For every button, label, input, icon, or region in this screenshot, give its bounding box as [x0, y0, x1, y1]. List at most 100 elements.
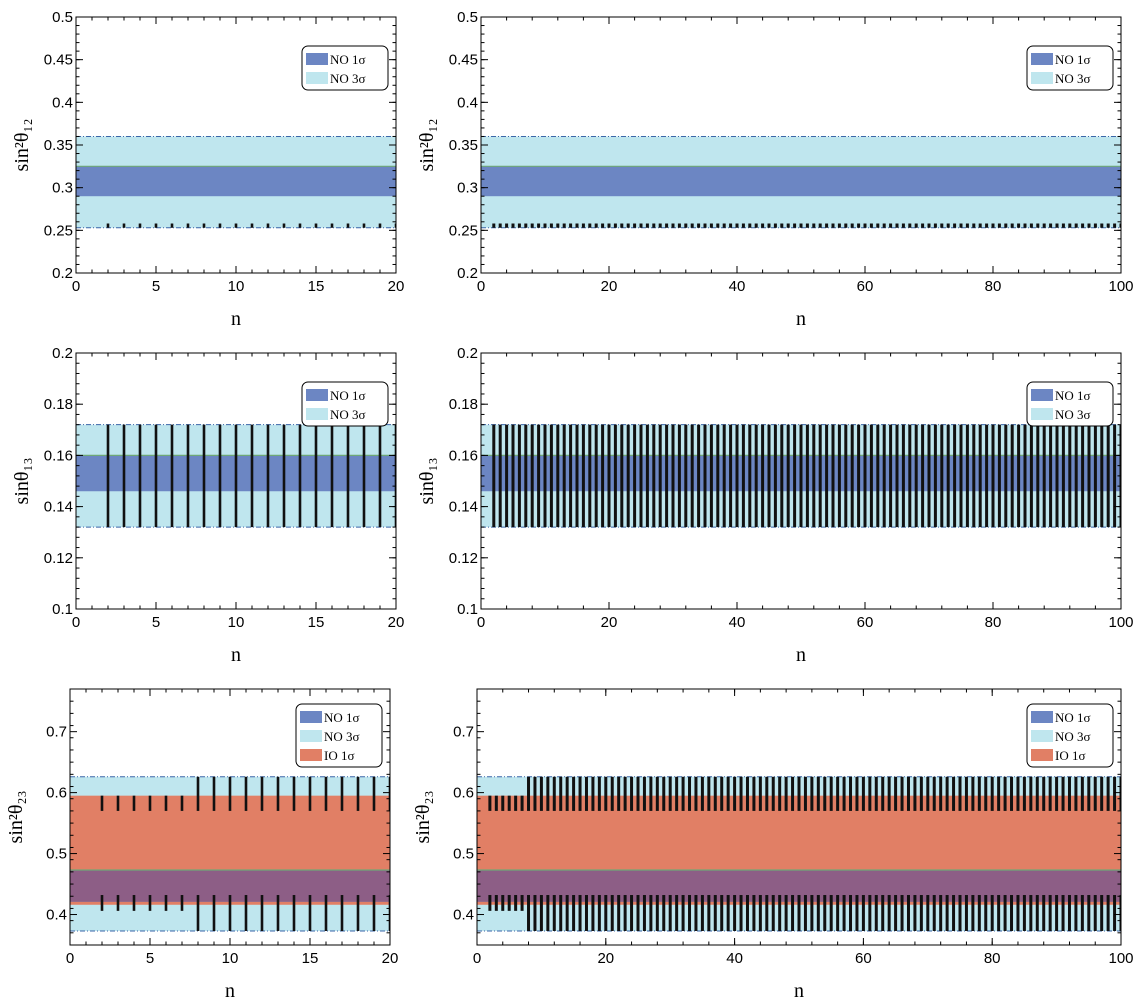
- y-tick-label: 0.45: [44, 52, 73, 69]
- plot-frame: [480, 352, 1122, 610]
- legend-swatch-no1: [1031, 711, 1053, 723]
- x-axis-title: n: [225, 980, 235, 998]
- x-tick-label: 0: [477, 278, 485, 295]
- legend: NO 1σ NO 3σ: [1026, 381, 1114, 427]
- legend-label-no1: NO 1σ: [1055, 52, 1091, 67]
- legend-label-io1: IO 1σ: [1055, 748, 1085, 763]
- legend-swatch-no3: [1031, 72, 1053, 84]
- y-tick-label: 0.5: [457, 9, 478, 26]
- plot-panel-s13-n100: 0 20 40 60 80 100 0.1 0.12 0.14 0.16 0.18 0.2 n sinθ₁…: [416, 345, 1134, 666]
- x-tick-label: 15: [308, 278, 325, 295]
- y-tick-label: 0.18: [449, 396, 478, 413]
- legend-swatch-no1: [300, 711, 322, 723]
- x-tick-label: 60: [855, 950, 872, 967]
- x-axis-title: n: [794, 980, 804, 998]
- y-tick-label: 0.5: [453, 846, 474, 863]
- legend-swatch-no3: [1031, 408, 1053, 420]
- y-tick-label: 0.6: [453, 785, 474, 802]
- y-tick-label: 0.18: [44, 396, 73, 413]
- legend-swatch-io1: [300, 749, 322, 761]
- legend-label-no1: NO 1σ: [330, 388, 366, 403]
- y-tick-label: 0.3: [52, 180, 73, 197]
- plot-frame: [476, 688, 1122, 946]
- y-tick-label: 0.2: [52, 345, 73, 362]
- plot-area: [76, 135, 396, 229]
- y-tick-label: 0.1: [457, 601, 478, 618]
- legend-label-io1: IO 1σ: [324, 748, 354, 763]
- x-tick-label: 15: [302, 950, 319, 967]
- x-tick-label: 0: [72, 614, 80, 631]
- plot-area: [76, 424, 396, 528]
- y-axis-title: sin²θ₂₃: [412, 791, 434, 844]
- y-axis-title: sin²θ₁₂: [11, 119, 33, 172]
- y-tick-label: 0.3: [457, 180, 478, 197]
- legend-swatch-no1: [1031, 53, 1053, 65]
- legend: NO 1σ NO 3σ: [1026, 45, 1114, 91]
- x-tick-label: 0: [473, 950, 481, 967]
- legend-label-no1: NO 1σ: [1055, 710, 1091, 725]
- legend-swatch-no3: [306, 408, 328, 420]
- x-tick-label: 10: [228, 278, 245, 295]
- y-tick-label: 0.2: [457, 265, 478, 282]
- y-tick-label: 0.6: [46, 785, 67, 802]
- legend: NO 1σ NO 3σ: [301, 45, 389, 91]
- y-tick-label: 0.16: [44, 447, 73, 464]
- y-axis-title: sin²θ₂₃: [5, 791, 27, 844]
- plot-area: [477, 776, 1121, 932]
- x-tick-label: 20: [388, 278, 405, 295]
- y-axis-title: sin²θ₁₂: [416, 119, 438, 172]
- plot-panel-s12-n100: 0 20 40 60 80 100 0.2 0.25 0.3 0.35 0.4 0.45 0.5 n sin…: [416, 9, 1134, 330]
- x-tick-label: 100: [1108, 278, 1133, 295]
- x-tick-label: 60: [857, 614, 874, 631]
- legend-label-no3: NO 3σ: [1055, 407, 1091, 422]
- legend: NO 1σ NO 3σ: [301, 381, 389, 427]
- x-tick-label: 80: [985, 278, 1002, 295]
- y-tick-label: 0.7: [46, 724, 67, 741]
- legend: NO 1σ NO 3σ IO 1σ: [1026, 703, 1114, 768]
- y-tick-label: 0.2: [52, 265, 73, 282]
- legend-label-no3: NO 3σ: [1055, 71, 1091, 86]
- x-tick-label: 80: [984, 950, 1001, 967]
- x-tick-label: 0: [66, 950, 74, 967]
- plot-panel-s13-n20: 0 5 10 15 20 0.1 0.12 0.14 0.16 0.18 0.2 n sinθ₁₃ NO …: [11, 345, 404, 666]
- legend-label-no1: NO 1σ: [1055, 388, 1091, 403]
- legend-swatch-no3: [1031, 730, 1053, 742]
- x-tick-label: 15: [308, 614, 325, 631]
- x-tick-label: 80: [985, 614, 1002, 631]
- x-tick-label: 10: [222, 950, 239, 967]
- x-tick-label: 40: [729, 614, 746, 631]
- y-tick-label: 0.4: [46, 907, 67, 924]
- y-tick-label: 0.35: [44, 137, 73, 154]
- y-tick-label: 0.14: [44, 499, 73, 516]
- x-tick-label: 100: [1108, 950, 1133, 967]
- plot-panel-s23-n20: 0 5 10 15 20 0.4 0.5 0.6 0.7 n sin²θ₂₃ NO 1σ NO 3σ IO…: [5, 688, 398, 998]
- x-tick-label: 20: [601, 614, 618, 631]
- y-tick-label: 0.14: [449, 499, 478, 516]
- legend-label-no3: NO 3σ: [330, 407, 366, 422]
- x-tick-label: 20: [388, 614, 405, 631]
- legend-label-no3: NO 3σ: [330, 71, 366, 86]
- plot-area: [481, 424, 1121, 528]
- y-tick-label: 0.1: [52, 601, 73, 618]
- x-tick-label: 100: [1108, 614, 1133, 631]
- x-tick-label: 5: [152, 278, 160, 295]
- y-tick-label: 0.4: [52, 94, 73, 111]
- y-tick-label: 0.12: [44, 550, 73, 567]
- y-tick-label: 0.7: [453, 724, 474, 741]
- plot-area: [70, 776, 390, 932]
- y-tick-label: 0.5: [52, 9, 73, 26]
- legend-label-no1: NO 1σ: [324, 710, 360, 725]
- y-tick-label: 0.25: [449, 222, 478, 239]
- band-no-1sigma: [76, 166, 396, 197]
- x-tick-label: 0: [477, 614, 485, 631]
- legend-label-no3: NO 3σ: [324, 729, 360, 744]
- y-tick-label: 0.16: [449, 447, 478, 464]
- x-tick-label: 5: [152, 614, 160, 631]
- plot-area: [481, 135, 1121, 229]
- legend-swatch-no3: [300, 730, 322, 742]
- legend-label-no3: NO 3σ: [1055, 729, 1091, 744]
- plot-panel-s12-n20: 0 5 10 15 20 0.2 0.25 0.3 0.35 0.4 0.45 0.5 n sin²θ₁₂…: [11, 9, 404, 330]
- y-tick-label: 0.4: [457, 94, 478, 111]
